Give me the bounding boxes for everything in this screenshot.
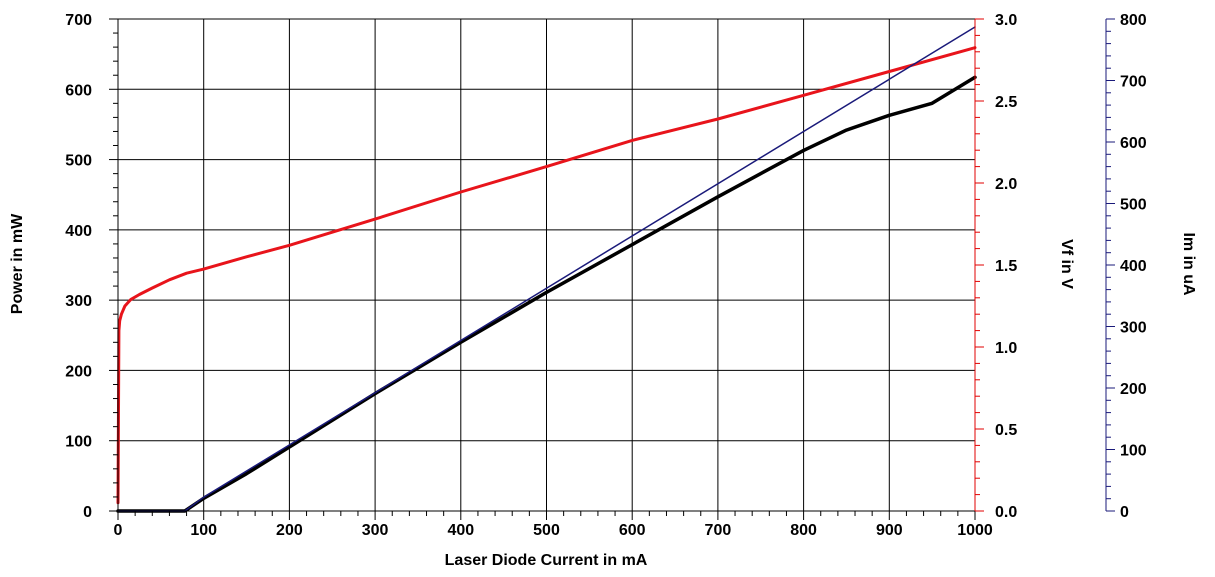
im-tick-label: 100 bbox=[1120, 443, 1147, 460]
im-tick-label: 300 bbox=[1120, 320, 1147, 337]
vf-tick-label: 0.5 bbox=[995, 422, 1017, 439]
im-tick-label: 600 bbox=[1120, 135, 1147, 152]
vf-tick-label: 2.5 bbox=[995, 94, 1017, 111]
power-tick-label: 500 bbox=[65, 153, 92, 170]
vf-series-line bbox=[116, 46, 977, 505]
x-tick-label: 1000 bbox=[957, 522, 993, 539]
x-tick-label: 800 bbox=[790, 522, 817, 539]
power-tick-label: 200 bbox=[65, 363, 92, 380]
x-tick-label: 600 bbox=[619, 522, 646, 539]
vf-tick-label: 3.0 bbox=[995, 12, 1017, 29]
im-tick-label: 200 bbox=[1120, 381, 1147, 398]
x-tick-label: 900 bbox=[876, 522, 903, 539]
im-tick-label: 500 bbox=[1120, 197, 1147, 214]
power-axis-title: Power in mW bbox=[9, 213, 26, 314]
x-tick-label: 300 bbox=[362, 522, 389, 539]
x-tick-label: 500 bbox=[533, 522, 560, 539]
x-axis-title: Laser Diode Current in mA bbox=[445, 552, 648, 569]
power-tick-label: 0 bbox=[83, 504, 92, 521]
x-tick-label: 700 bbox=[705, 522, 732, 539]
x-tick-label: 100 bbox=[190, 522, 217, 539]
tick-labels: 0 100 200 300 400 500 600 700 800 900 100001002003… bbox=[65, 12, 1147, 539]
power-tick-label: 100 bbox=[65, 434, 92, 451]
im-tick-label: 400 bbox=[1120, 258, 1147, 275]
im-tick-label: 800 bbox=[1120, 12, 1147, 29]
vf-tick-label: 1.0 bbox=[995, 340, 1017, 357]
x-tick-label: 200 bbox=[276, 522, 303, 539]
vf-axis-title: Vf in V bbox=[1058, 239, 1075, 289]
x-tick-label: 400 bbox=[447, 522, 474, 539]
vf-tick-label: 0.0 bbox=[995, 504, 1017, 521]
power-series-line bbox=[116, 75, 977, 513]
power-tick-label: 400 bbox=[65, 223, 92, 240]
power-tick-label: 300 bbox=[65, 293, 92, 310]
grid-lines bbox=[118, 19, 975, 511]
vf-tick-label: 1.5 bbox=[995, 258, 1017, 275]
im-tick-label: 700 bbox=[1120, 74, 1147, 91]
x-tick-label: 0 bbox=[114, 522, 123, 539]
power-tick-label: 600 bbox=[65, 82, 92, 99]
power-tick-label: 700 bbox=[65, 12, 92, 29]
im-tick-label: 0 bbox=[1120, 504, 1129, 521]
axis-ticks bbox=[109, 18, 1115, 520]
vf-tick-label: 2.0 bbox=[995, 176, 1017, 193]
im-axis-title: Im in uA bbox=[1180, 232, 1197, 296]
